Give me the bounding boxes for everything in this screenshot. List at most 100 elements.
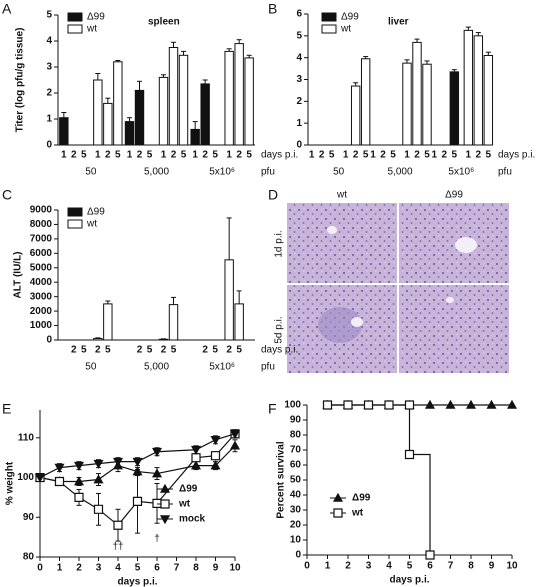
group-label: 5x10⁶: [209, 167, 235, 178]
marker: [190, 445, 202, 455]
y-tick-label: 90: [23, 512, 35, 523]
x-tick-label: 4: [115, 563, 121, 574]
bar: [224, 259, 234, 341]
group-axis-label: pfu: [498, 167, 512, 178]
y-tick-label: 100: [284, 400, 301, 411]
group-label: 5,000: [144, 362, 169, 373]
marker: [151, 447, 163, 457]
x-tick-label: 1: [192, 150, 198, 161]
x-tick-label: 5: [236, 345, 242, 356]
y-tick-label: 5: [296, 30, 302, 41]
x-tick-label: 2: [95, 345, 101, 356]
x-axis-label: days p.i.: [261, 345, 298, 356]
bar: [402, 62, 412, 146]
x-tick-label: 2: [319, 150, 325, 161]
x-tick-label: 5: [486, 150, 492, 161]
x-tick-label: 2: [414, 150, 420, 161]
marker: [210, 460, 221, 470]
x-tick-label: 0: [37, 563, 43, 574]
y-tick-label: 0: [46, 140, 52, 151]
x-tick-label: 5: [424, 150, 430, 161]
x-tick-label: 5: [390, 150, 396, 161]
x-tick-label: 1: [404, 150, 410, 161]
marker: [151, 468, 163, 478]
y-tick-label: 4000: [30, 277, 53, 288]
marker: [210, 435, 221, 446]
y-tick-label: 6000: [30, 248, 53, 259]
legend-swatch: [67, 24, 83, 34]
annotation: †: [154, 534, 160, 545]
x-tick-label: 5: [147, 345, 153, 356]
marker: [333, 508, 343, 518]
x-tick-label: 7: [174, 563, 180, 574]
legend-swatch: [321, 12, 337, 22]
x-tick-label: 1: [466, 150, 472, 161]
marker: [112, 457, 124, 467]
micrograph: [399, 285, 509, 373]
vessel: [351, 317, 363, 327]
x-tick-label: 2: [202, 150, 208, 161]
group-label: 5x10⁶: [209, 362, 235, 373]
x-tick-label: 1: [343, 150, 349, 161]
y-axis-label: ALT (IU/L): [13, 251, 24, 298]
bar: [93, 79, 103, 146]
x-tick-label: 6: [154, 563, 160, 574]
x-tick-label: 5: [212, 150, 218, 161]
x-tick-label: 5: [105, 345, 111, 356]
group-label: 50: [85, 362, 97, 373]
marker: [229, 430, 241, 440]
x-tick-label: 2: [137, 150, 143, 161]
marker: [160, 499, 170, 509]
y-tick-label: 1: [46, 114, 52, 125]
legend-label: mock: [179, 514, 206, 525]
series-line: [39, 433, 236, 527]
y-tick-label: 60: [290, 460, 302, 471]
legend-swatch: [67, 219, 83, 229]
x-tick-label: 8: [193, 563, 199, 574]
marker: [152, 498, 162, 508]
x-tick-label: 1: [325, 561, 331, 572]
x-tick-label: 1: [432, 150, 438, 161]
x-tick-label: 1: [57, 563, 63, 574]
step-line: [409, 453, 431, 555]
x-tick-label: 1: [95, 150, 101, 161]
legend-swatch: [67, 207, 83, 217]
bar: [422, 63, 432, 146]
y-tick-label: 80: [23, 552, 35, 563]
x-tick-label: 1: [226, 150, 232, 161]
x-tick-label: 2: [76, 563, 82, 574]
marker: [54, 463, 65, 473]
y-tick-label: 8000: [30, 219, 53, 230]
marker: [159, 483, 171, 493]
x-tick-label: 5: [212, 345, 218, 356]
legend-label: wt: [86, 24, 97, 35]
marker: [210, 451, 221, 461]
legend-swatch: [67, 12, 83, 22]
bar: [190, 128, 200, 146]
x-tick-label: 3: [366, 561, 372, 572]
y-tick-label: 90: [290, 415, 302, 426]
panel-label: E: [2, 401, 11, 417]
x-tick-label: 4: [386, 561, 392, 572]
x-tick-label: 2: [171, 150, 177, 161]
vessel: [327, 226, 337, 234]
marker: [34, 473, 46, 483]
bar: [113, 61, 123, 146]
legend-label: wt: [86, 219, 97, 230]
marker: [424, 399, 436, 409]
marker: [465, 399, 477, 409]
x-tick-label: 2: [442, 150, 448, 161]
bar: [449, 71, 460, 146]
bar: [360, 58, 371, 146]
y-axis-label: % weight: [5, 461, 16, 505]
y-tick-label: 1: [296, 118, 302, 129]
x-axis-label: days p.i.: [261, 150, 298, 161]
marker: [404, 449, 415, 460]
image-panel: D wt Δ99 1d p.i. 5d p.i.: [268, 187, 509, 373]
x-tick-label: 5: [115, 150, 121, 161]
bar: [124, 121, 135, 146]
y-tick-label: 4: [296, 52, 302, 63]
panel-label: A: [2, 1, 12, 17]
y-tick-label: 7000: [30, 234, 53, 245]
x-tick-label: 2: [345, 561, 351, 572]
